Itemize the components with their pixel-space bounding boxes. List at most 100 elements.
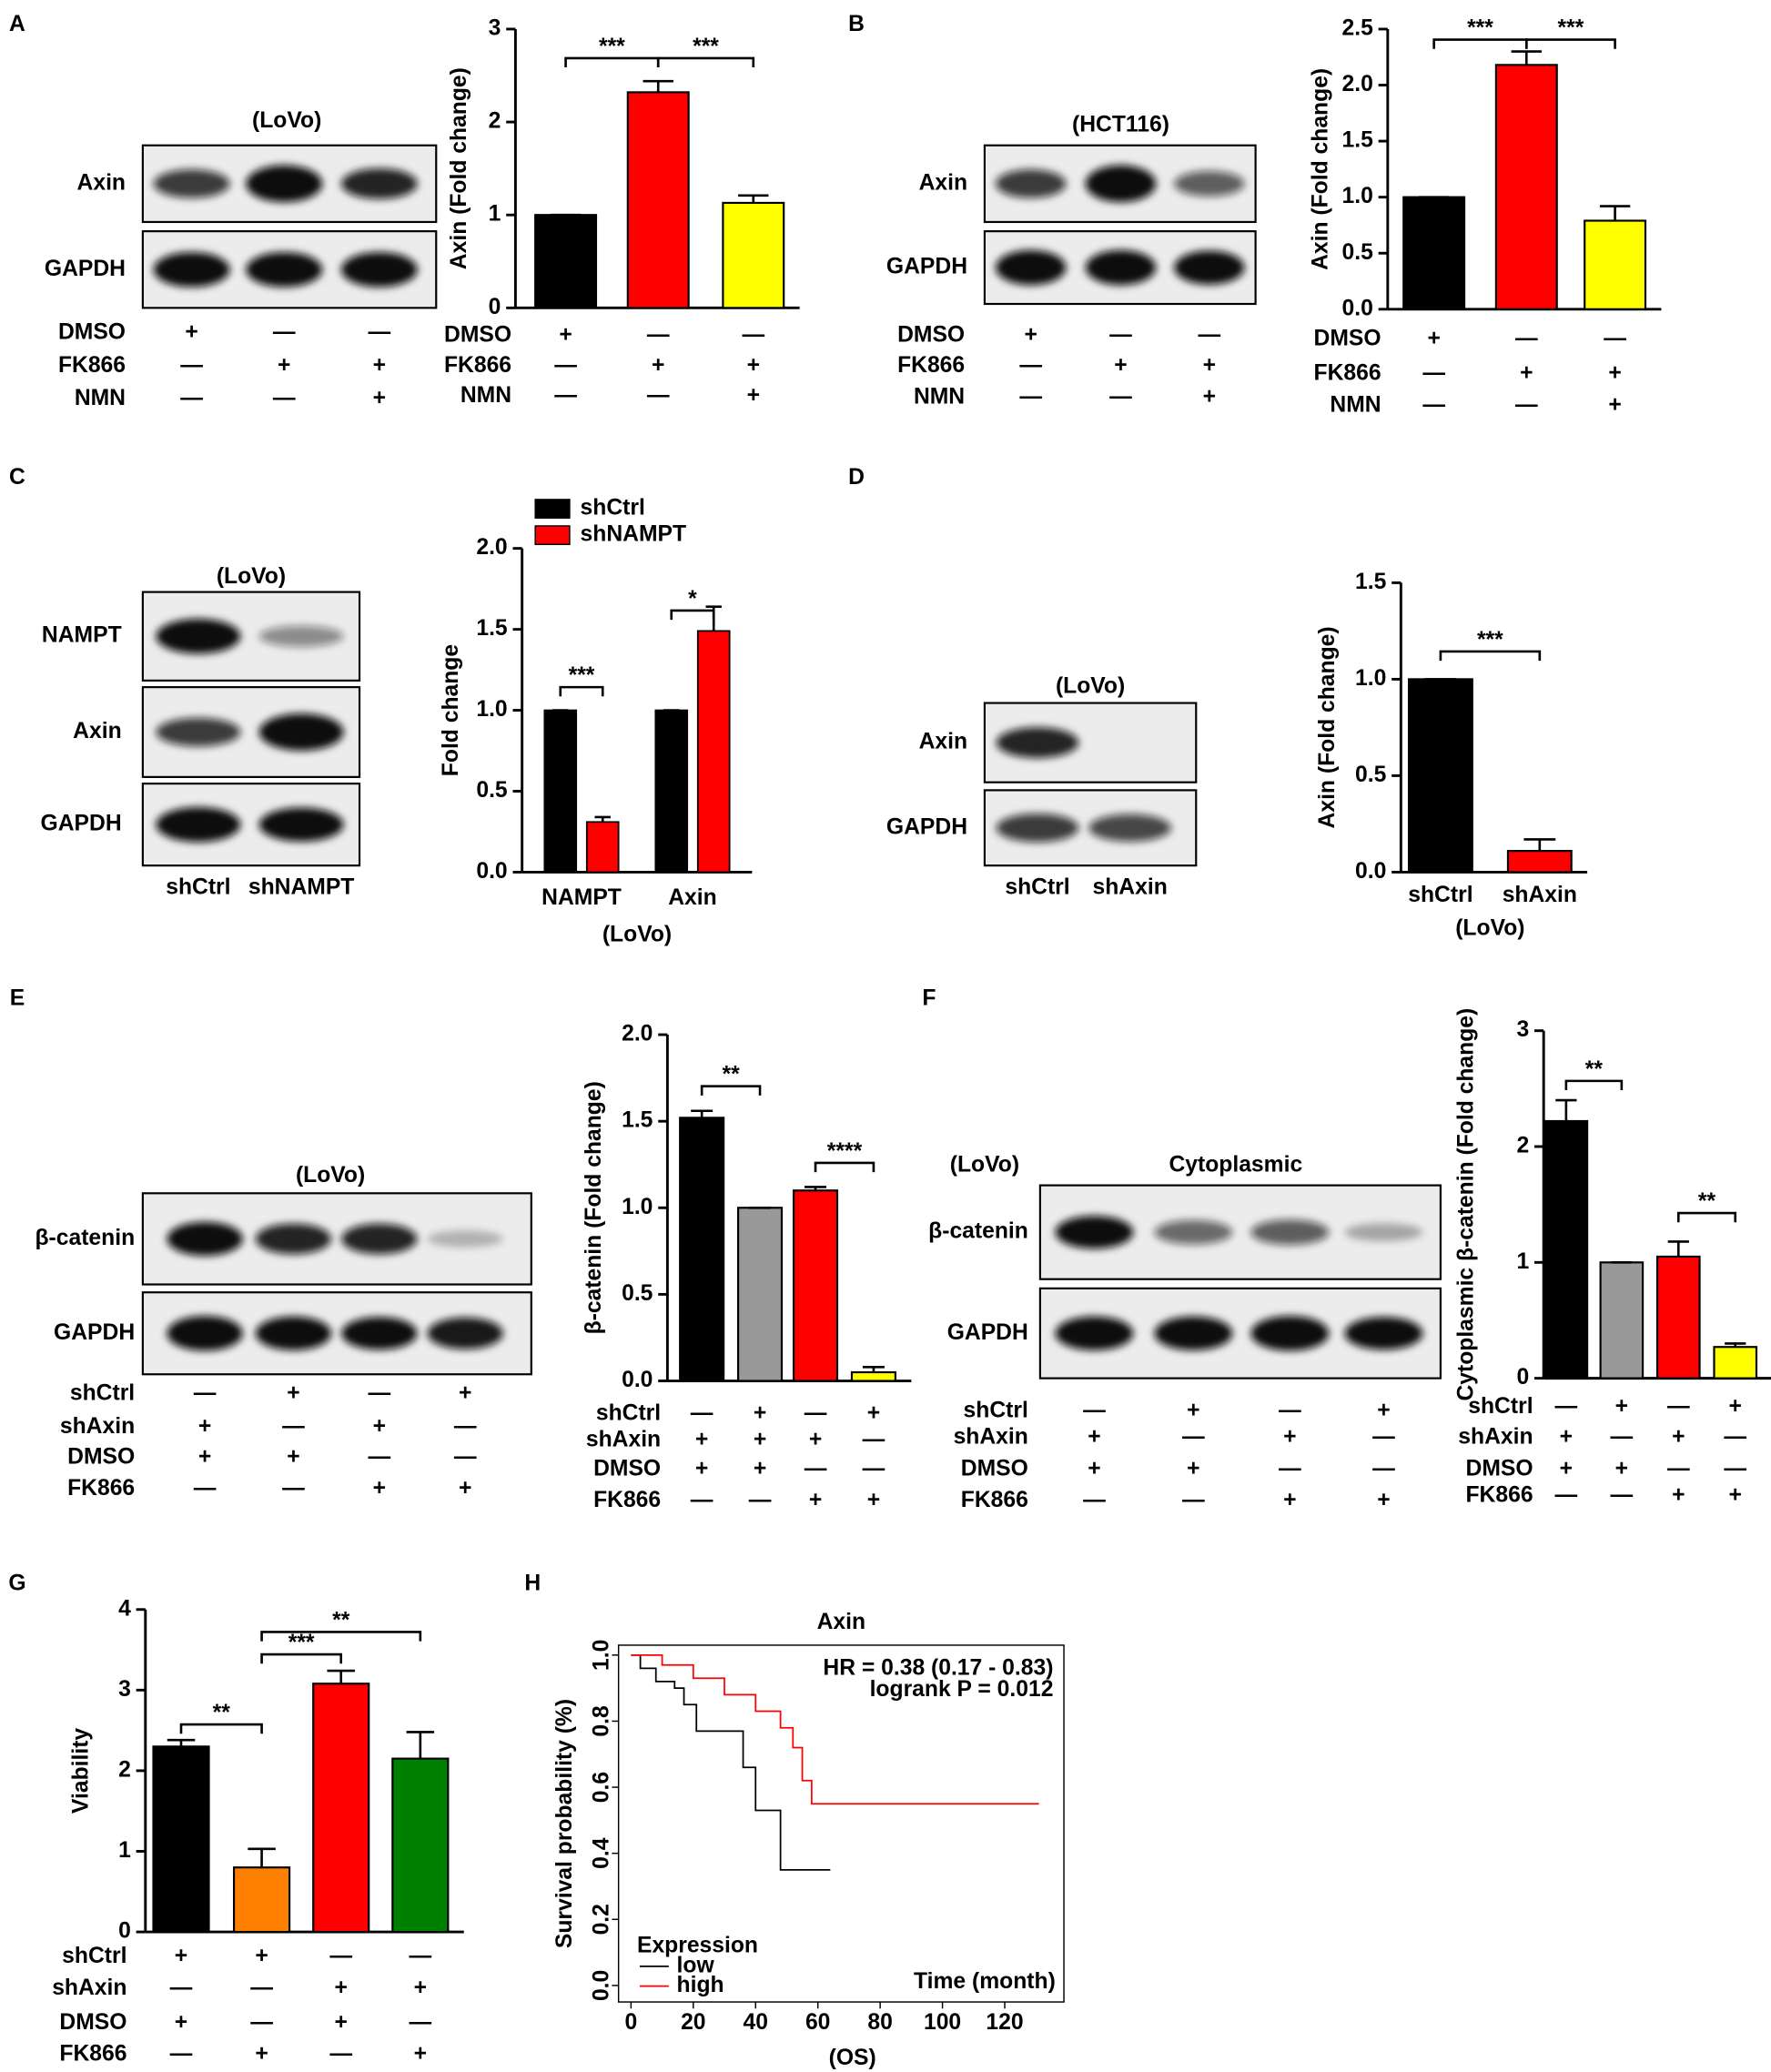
condition-mark: — <box>1372 1424 1395 1449</box>
condition-mark: — <box>194 1381 217 1406</box>
significance-bracket <box>700 1085 762 1096</box>
significance-label: ** <box>1585 1057 1604 1082</box>
y-axis-label: Viability <box>69 1728 94 1814</box>
band <box>996 814 1079 843</box>
band <box>156 619 241 654</box>
condition-mark: — <box>1109 322 1132 347</box>
significance-bracket <box>1676 1211 1737 1223</box>
significance-label: * <box>688 587 697 611</box>
condition-name: NMN <box>914 385 965 409</box>
condition-mark: + <box>287 1444 299 1469</box>
bar <box>232 1866 291 1934</box>
band <box>996 169 1067 198</box>
condition-mark: — <box>1667 1394 1690 1419</box>
condition-name: NMN <box>1330 392 1381 417</box>
condition-mark: — <box>329 2042 352 2067</box>
condition-mark: + <box>1427 327 1440 351</box>
band <box>258 625 344 647</box>
condition-mark: — <box>1182 1424 1205 1449</box>
y-tick-label: 2 <box>118 1757 131 1782</box>
band <box>1085 249 1157 286</box>
condition-name: shAxin <box>52 1976 126 2000</box>
significance-label: *** <box>1467 15 1493 40</box>
condition-mark: — <box>273 319 296 344</box>
band <box>167 1221 243 1256</box>
y-tick-label: 1 <box>489 202 501 227</box>
y-tick-label: 0.0 <box>622 1368 653 1392</box>
bar <box>654 709 689 874</box>
condition-name: shCtrl <box>70 1381 135 1406</box>
blot-row-label: GAPDH <box>947 1320 1028 1345</box>
condition-mark: — <box>554 353 577 378</box>
error-bar <box>594 815 611 823</box>
condition-mark: + <box>1114 353 1127 378</box>
bar <box>312 1683 370 1934</box>
legend-swatch <box>534 499 571 519</box>
bar <box>1584 219 1647 310</box>
y-tick-label: 2 <box>1516 1134 1529 1158</box>
y-tick-label: 2.0 <box>622 1022 653 1046</box>
significance-label: *** <box>1558 15 1584 40</box>
significance-bracket <box>670 609 715 621</box>
condition-mark: + <box>1088 1456 1100 1481</box>
condition-name: DMSO <box>1314 327 1381 351</box>
bar <box>1407 678 1473 874</box>
condition-mark: + <box>1203 385 1216 409</box>
condition-name: DMSO <box>897 322 965 347</box>
condition-mark: — <box>863 1427 886 1451</box>
band <box>1174 250 1245 285</box>
error-bar <box>691 1109 713 1118</box>
condition-mark: + <box>198 1414 211 1439</box>
condition-mark: + <box>1615 1456 1628 1481</box>
condition-mark: — <box>1198 322 1220 347</box>
condition-mark: — <box>1422 360 1445 385</box>
band <box>1250 1316 1330 1351</box>
condition-mark: — <box>1422 392 1445 417</box>
band <box>1088 814 1171 842</box>
band <box>1344 1317 1423 1350</box>
x-tick-label: 0 <box>624 2010 637 2035</box>
bar <box>722 201 785 309</box>
y-tick-label: 0.0 <box>1355 859 1386 884</box>
condition-name: DMSO <box>59 2010 126 2035</box>
significance-bracket <box>1524 38 1616 49</box>
legend-label: shCtrl <box>581 496 645 521</box>
condition-mark: — <box>180 386 203 410</box>
condition-name: FK866 <box>1466 1482 1533 1507</box>
condition-mark: — <box>180 353 203 378</box>
band <box>996 727 1079 758</box>
annotation: HR = 0.38 (0.17 - 0.83) <box>823 1656 1053 1681</box>
condition-mark: — <box>282 1414 305 1439</box>
panel-label: B <box>848 12 865 36</box>
bar <box>850 1370 896 1382</box>
x-tick-label: 40 <box>744 2010 768 2035</box>
condition-mark: — <box>194 1476 217 1501</box>
condition-mark: — <box>805 1400 827 1425</box>
x-tick-label: 80 <box>867 2010 892 2035</box>
y-tick-label: 3 <box>489 15 501 40</box>
y-tick-label: 0.4 <box>590 1837 614 1869</box>
y-tick-label: 0.5 <box>476 778 508 803</box>
significance-label: **** <box>827 1139 863 1164</box>
blot-title: (LoVo) <box>1056 674 1125 699</box>
error-bar <box>1725 1342 1746 1348</box>
condition-mark: + <box>695 1456 708 1481</box>
condition-mark: — <box>647 383 670 408</box>
error-bar <box>1511 50 1543 66</box>
y-tick-label: 1 <box>1516 1249 1529 1274</box>
condition-mark: — <box>1611 1482 1634 1507</box>
condition-name: FK866 <box>58 353 126 378</box>
condition-mark: — <box>1555 1482 1578 1507</box>
condition-mark: + <box>1187 1456 1199 1481</box>
y-tick-label: 2.0 <box>476 535 507 560</box>
y-tick-label: 0 <box>489 295 501 319</box>
bar <box>534 214 598 309</box>
legend-swatch <box>534 525 571 546</box>
condition-mark: — <box>1724 1424 1746 1449</box>
band <box>341 1223 418 1255</box>
blot-title: Cytoplasmic <box>1169 1152 1302 1177</box>
error-bar <box>327 1669 355 1684</box>
significance-label: *** <box>569 663 595 688</box>
condition-mark: — <box>647 322 670 347</box>
condition-mark: — <box>1604 327 1626 351</box>
